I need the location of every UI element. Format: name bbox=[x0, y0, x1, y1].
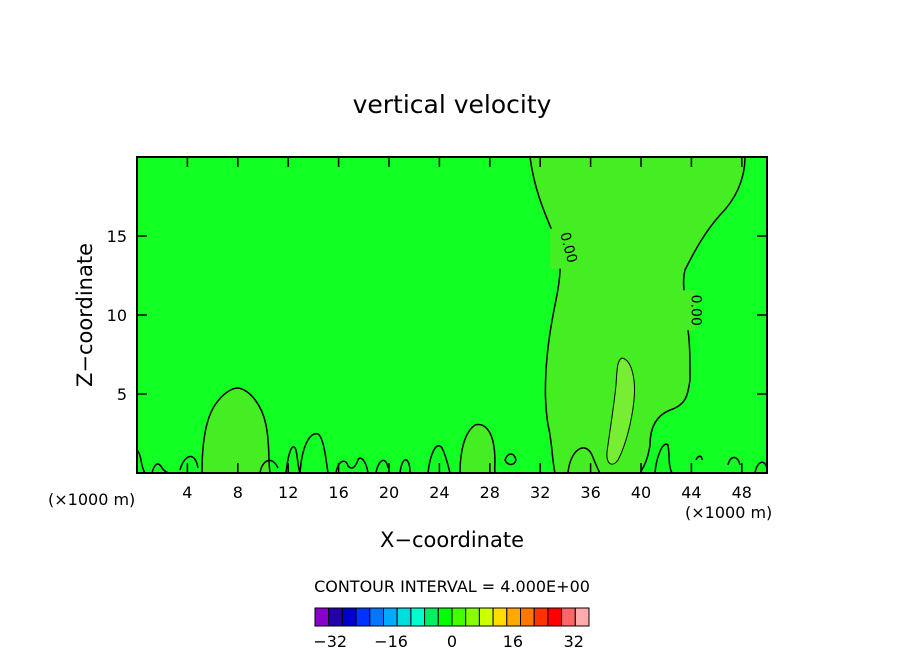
x-tick-label: 16 bbox=[328, 483, 348, 502]
colorbar-swatch bbox=[451, 607, 467, 627]
colorbar-tick-label: 32 bbox=[564, 632, 584, 651]
x-tick-label: 8 bbox=[233, 483, 243, 502]
colorbar-swatch bbox=[492, 607, 508, 627]
x-tick-label: 44 bbox=[681, 483, 701, 502]
surface-contour-line bbox=[179, 455, 199, 471]
surface-contour-line bbox=[399, 459, 411, 474]
surface-contour-line bbox=[654, 443, 673, 474]
surface-contour-line bbox=[375, 459, 389, 474]
surface-contours bbox=[136, 433, 768, 474]
surface-contour-line bbox=[504, 453, 517, 466]
x-axis-ticks: 4 8 12 16 20 24 28 32 36 40 44 48 bbox=[182, 157, 752, 502]
surface-contour-line bbox=[285, 446, 301, 474]
y-axis-ticks: 5 10 15 bbox=[107, 227, 767, 404]
colorbar-swatch bbox=[520, 607, 535, 627]
colorbar-swatch bbox=[437, 607, 453, 627]
colorbar-tick-label: 0 bbox=[447, 632, 457, 651]
colorbar-swatch bbox=[506, 607, 521, 627]
x-tick-label: 4 bbox=[182, 483, 192, 502]
plot-area: 0.00 0.00 bbox=[136, 156, 768, 474]
colorbar-swatch bbox=[561, 607, 576, 627]
contour-label-bg bbox=[550, 228, 569, 269]
colorbar-tick-label: −16 bbox=[374, 632, 408, 651]
contour-label: 0.00 bbox=[556, 230, 580, 264]
updraft-plume-region bbox=[529, 156, 746, 474]
x-unit-right: (×1000 m) bbox=[685, 503, 772, 522]
colorbar-swatch bbox=[396, 607, 412, 627]
y-axis-label: Z−coordinate bbox=[73, 243, 97, 387]
colorbar-swatch bbox=[410, 607, 426, 627]
x-tick-label: 20 bbox=[379, 483, 399, 502]
x-tick-label: 28 bbox=[480, 483, 500, 502]
surface-contour-line bbox=[695, 455, 703, 461]
y-tick-label: 10 bbox=[107, 306, 127, 325]
surface-contour-line bbox=[427, 445, 451, 474]
x-unit-left: (×1000 m) bbox=[48, 490, 135, 509]
colorbar-swatch bbox=[547, 607, 563, 627]
colorbar-swatch bbox=[478, 607, 494, 627]
surface-contour-line bbox=[259, 459, 279, 474]
x-tick-label: 48 bbox=[732, 483, 752, 502]
x-tick-label: 24 bbox=[429, 483, 449, 502]
low-level-cell-mid bbox=[459, 423, 496, 474]
contour-label: 0.00 bbox=[687, 295, 703, 326]
colorbar-swatch bbox=[355, 607, 371, 627]
surface-contour-line bbox=[136, 449, 146, 474]
colorbar-swatch bbox=[574, 607, 590, 627]
colorbar-swatch bbox=[369, 607, 384, 627]
y-tick-label: 15 bbox=[107, 227, 127, 246]
contour-labels: 0.00 0.00 bbox=[550, 228, 703, 331]
x-tick-label: 40 bbox=[631, 483, 651, 502]
colorbar-tick-labels: −32 −16 0 16 32 bbox=[313, 632, 584, 651]
colorbar-swatch bbox=[314, 607, 330, 627]
surface-contour-line bbox=[335, 457, 369, 474]
colorbar bbox=[314, 607, 590, 627]
colorbar-swatch bbox=[533, 607, 549, 627]
surface-contour-line bbox=[567, 447, 601, 474]
colorbar-swatch bbox=[328, 607, 343, 627]
updraft-core-region bbox=[606, 357, 635, 465]
colorbar-swatch bbox=[465, 607, 480, 627]
colorbar-swatch bbox=[383, 607, 398, 627]
x-axis-label: X−coordinate bbox=[380, 528, 524, 552]
colorbar-tick-label: −32 bbox=[313, 632, 347, 651]
x-tick-label: 12 bbox=[278, 483, 298, 502]
x-tick-label: 32 bbox=[530, 483, 550, 502]
surface-contour-line bbox=[727, 456, 741, 466]
colorbar-swatch bbox=[424, 607, 439, 627]
y-tick-label: 5 bbox=[117, 385, 127, 404]
contour-label-bg bbox=[677, 290, 696, 331]
surface-contour-line bbox=[299, 433, 329, 474]
low-level-cell-left bbox=[201, 387, 271, 474]
chart-title: vertical velocity bbox=[353, 90, 552, 119]
colorbar-tick-label: 16 bbox=[503, 632, 523, 651]
x-tick-label: 36 bbox=[580, 483, 600, 502]
colorbar-swatch bbox=[341, 607, 357, 627]
contour-interval-text: CONTOUR INTERVAL = 4.000E+00 bbox=[314, 577, 590, 596]
